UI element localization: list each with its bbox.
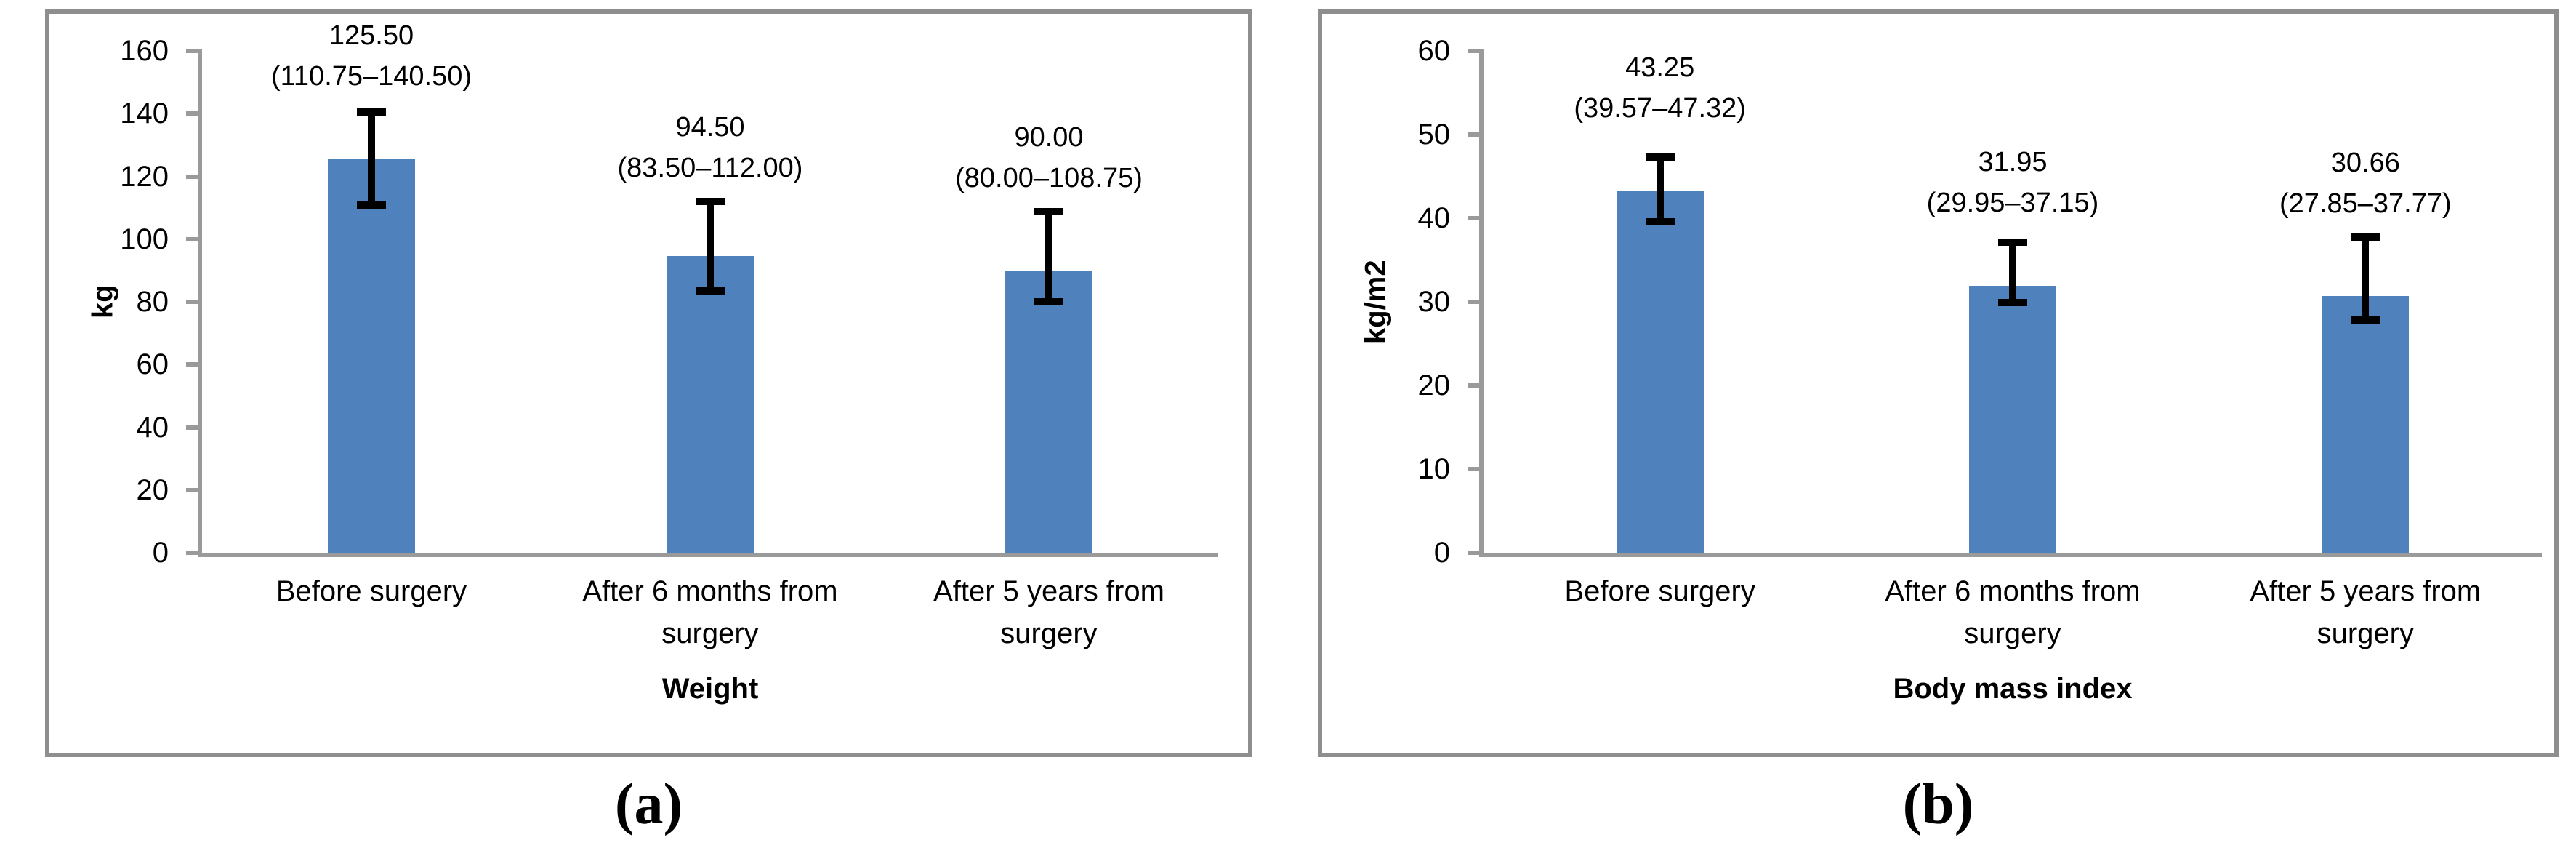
data-label-value: 43.25	[1625, 52, 1695, 83]
chart-panel-bmi: kg/m2 0 10 20 30 40 50 60 43.25 (39.57–47.32) 31.…	[1318, 9, 2559, 757]
error-bar-cap-bottom	[357, 201, 386, 209]
y-tick-label: 160	[120, 35, 169, 67]
category-label-1: Before surgery	[275, 575, 467, 607]
data-label-value: 125.50	[329, 20, 414, 51]
bar-2	[667, 256, 754, 553]
error-bar-cap-top	[2351, 233, 2380, 241]
category-label-2: After 6 months from surgery	[1885, 575, 2141, 649]
category-cell-3: After 5 years from surgery	[880, 570, 1218, 655]
error-bar-cap-bottom	[1034, 298, 1063, 305]
y-tick-mark	[186, 362, 202, 367]
y-tick-mark	[1468, 216, 1484, 220]
y-tick-label: 60	[136, 348, 169, 381]
data-label-value: 94.50	[675, 112, 745, 143]
y-tick-mark	[1468, 551, 1484, 555]
y-tick-mark	[186, 487, 202, 492]
y-tick-label: 140	[120, 97, 169, 130]
y-tick-label: 120	[120, 160, 169, 193]
y-tick-label: 40	[136, 411, 169, 444]
y-tick-mark	[1468, 300, 1484, 304]
plot-area-weight: 0 20 40 60 80 100 120 140 160 125.50 (110.75–140.5…	[120, 20, 1218, 567]
category-label-1: Before surgery	[1564, 575, 1755, 607]
caption-b: (b)	[1902, 772, 1974, 836]
y-tick-mark	[186, 236, 202, 241]
error-bar-cap-bottom	[1645, 217, 1675, 225]
category-label-2: After 6 months from surgery	[582, 575, 838, 649]
error-bar-cap-bottom	[1998, 298, 2027, 306]
y-tick-mark	[186, 425, 202, 430]
y-tick-label: 30	[1417, 286, 1451, 318]
y-tick-mark	[1468, 467, 1484, 471]
bar-1	[328, 159, 415, 553]
data-label-1: 125.50 (110.75–140.50)	[182, 15, 560, 97]
data-label-1: 43.25 (39.57–47.32)	[1471, 47, 1849, 129]
y-tick-mark	[1468, 132, 1484, 137]
error-bar-line	[2009, 241, 2016, 303]
y-tick-label: 20	[1417, 369, 1451, 401]
data-label-range: (83.50–112.00)	[617, 153, 803, 183]
category-cell-2: After 6 months from surgery	[1836, 570, 2189, 655]
error-bar-line	[368, 112, 375, 206]
y-tick-label: 0	[152, 537, 169, 569]
error-bar-line	[707, 201, 714, 291]
error-bar-cap-top	[357, 108, 386, 116]
error-bar-cap-top	[696, 198, 725, 205]
error-bar-line	[2362, 236, 2370, 320]
caption-a: (a)	[614, 772, 683, 836]
data-label-2: 94.50 (83.50–112.00)	[521, 107, 899, 188]
category-cell-1: Before surgery	[202, 570, 541, 655]
y-tick-label: 80	[136, 286, 169, 318]
error-bar-line	[1045, 212, 1052, 302]
data-label-range: (80.00–108.75)	[955, 163, 1143, 194]
y-tick-mark	[1468, 383, 1484, 388]
data-label-range: (29.95–37.15)	[1926, 187, 2099, 218]
data-label-3: 90.00 (80.00–108.75)	[860, 117, 1238, 199]
y-tick-mark	[186, 49, 202, 53]
error-bar-cap-top	[1645, 153, 1675, 161]
bar-3	[2322, 296, 2410, 553]
x-axis-title-weight: Weight	[661, 673, 759, 705]
data-label-value: 90.00	[1014, 122, 1084, 153]
error-bar-cap-top	[1034, 208, 1063, 216]
data-label-3: 30.66 (27.85–37.77)	[2176, 143, 2554, 224]
data-label-2: 31.95 (29.95–37.15)	[1824, 142, 2202, 223]
y-tick-label: 50	[1417, 119, 1451, 151]
category-cell-1: Before surgery	[1484, 570, 1836, 655]
y-tick-label: 0	[1433, 537, 1450, 569]
category-cell-2: After 6 months from surgery	[541, 570, 880, 655]
data-label-value: 30.66	[2330, 147, 2400, 178]
x-axis-title-bmi: Body mass index	[1893, 673, 2133, 705]
error-bar-cap-top	[1998, 238, 2027, 246]
y-tick-label: 60	[1417, 35, 1451, 67]
y-tick-mark	[186, 300, 202, 304]
plot-area-bmi: 0 10 20 30 40 50 60 43.25 (39.57–47.32) 31.95 (29.…	[1418, 36, 2542, 567]
category-axis-bmi: Before surgery After 6 months from surger…	[1484, 570, 2542, 655]
data-label-value: 31.95	[1978, 146, 2048, 177]
y-tick-label: 100	[120, 223, 169, 255]
error-bar-line	[1656, 156, 1664, 222]
y-tick-mark	[1468, 49, 1484, 53]
bar-2	[1969, 285, 2056, 553]
category-cell-3: After 5 years from surgery	[2189, 570, 2542, 655]
data-label-range: (110.75–140.50)	[270, 60, 472, 92]
category-label-3: After 5 years from surgery	[2250, 575, 2482, 649]
y-axis-title-bmi: kg/m2	[1359, 260, 1392, 344]
y-tick-mark	[186, 174, 202, 179]
y-tick-label: 20	[136, 473, 169, 506]
chart-panel-weight: kg 0 20 40 60 80 100 120 140 160 125.50 (110.75–14…	[45, 9, 1252, 757]
y-tick-mark	[186, 111, 202, 116]
bar-3	[1005, 270, 1092, 553]
y-tick-mark	[186, 551, 202, 555]
y-tick-label: 40	[1417, 202, 1451, 234]
y-tick-label: 10	[1417, 453, 1451, 485]
bar-1	[1616, 191, 1704, 553]
error-bar-cap-bottom	[2351, 316, 2380, 324]
data-label-range: (27.85–37.77)	[2279, 188, 2452, 219]
category-axis-weight: Before surgery After 6 months from surger…	[202, 570, 1218, 655]
data-label-range: (39.57–47.32)	[1574, 92, 1746, 124]
error-bar-cap-bottom	[696, 287, 725, 295]
category-label-3: After 5 years from surgery	[933, 575, 1164, 649]
